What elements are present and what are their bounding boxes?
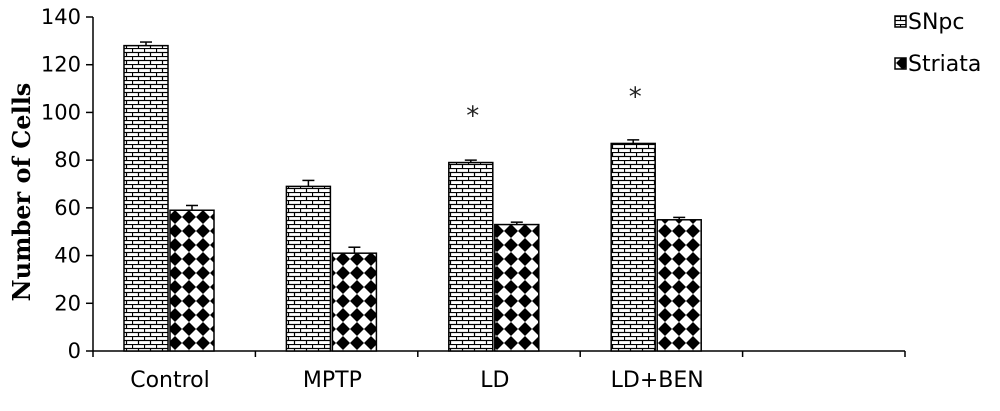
y-tick-label: 80 xyxy=(54,148,81,172)
legend: SNpc Striata xyxy=(894,10,981,77)
axes: 0 20 40 60 80 100 120 140 xyxy=(41,5,906,363)
legend-swatch-striata xyxy=(894,57,907,70)
x-category-label: Control xyxy=(130,368,210,393)
bars xyxy=(123,41,702,352)
y-tick-label: 20 xyxy=(54,291,81,315)
bar-snpc-control xyxy=(123,44,169,352)
bar-striata-ld-ben xyxy=(656,219,702,352)
y-tick-label: 100 xyxy=(41,100,81,124)
y-tick-label: 0 xyxy=(68,339,81,363)
y-tick-label: 120 xyxy=(41,53,81,77)
y-axis-label: Number of Cells xyxy=(7,83,36,302)
y-tick-label: 140 xyxy=(41,5,81,29)
significance-marker: * xyxy=(466,102,479,132)
x-category-label: MPTP xyxy=(303,368,362,393)
legend-label-striata: Striata xyxy=(908,52,981,77)
y-tick-label: 40 xyxy=(54,244,81,268)
legend-swatch-snpc xyxy=(894,15,907,28)
y-tick-label: 60 xyxy=(54,196,81,220)
bar-snpc-ld xyxy=(448,161,494,352)
labels: Control MPTP LD LD+BEN * * Number of Cells xyxy=(7,82,704,393)
significance-marker: * xyxy=(629,82,642,112)
legend-label-snpc: SNpc xyxy=(908,10,964,35)
bar-striata-mptp xyxy=(331,252,378,352)
x-category-label: LD+BEN xyxy=(611,368,704,393)
bar-striata-ld xyxy=(494,223,540,352)
bar-snpc-ld-ben xyxy=(610,142,656,352)
bar-snpc-mptp xyxy=(285,185,332,352)
bar-striata-control xyxy=(169,209,215,352)
x-category-label: LD xyxy=(480,368,509,393)
